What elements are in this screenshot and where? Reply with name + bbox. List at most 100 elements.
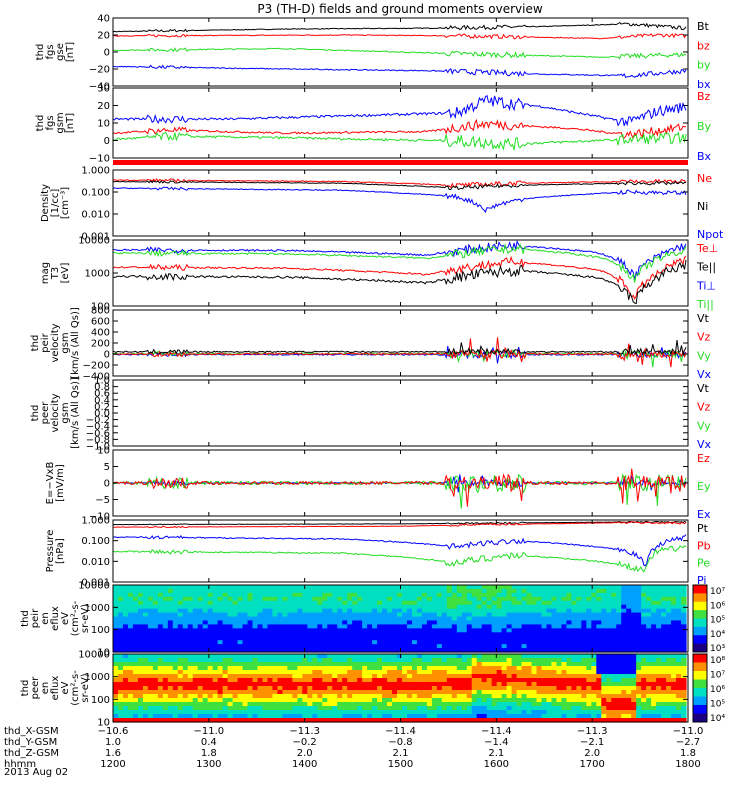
spectrogram-cell	[182, 644, 189, 649]
spectrogram-cell	[471, 686, 478, 691]
spectrogram-cell	[202, 710, 209, 715]
spectrogram-cell	[436, 604, 443, 610]
spectrogram-cell	[172, 654, 179, 659]
spectrogram-cell	[337, 624, 343, 629]
spectrogram-cell	[352, 616, 358, 622]
spectrogram-cell	[491, 718, 498, 723]
spectrogram-cell	[132, 620, 139, 626]
spectrogram-cell	[676, 604, 682, 610]
spectrogram-cell	[367, 604, 373, 610]
spectrogram-cell	[646, 600, 652, 606]
spectrogram-cell	[392, 658, 398, 663]
spectrogram-cell	[426, 604, 433, 610]
spectrogram-cell	[187, 710, 194, 715]
spectrogram-cell	[352, 666, 358, 671]
spectrogram-cell	[317, 600, 323, 606]
spectrogram-cell	[237, 620, 244, 626]
spectrogram-cell	[272, 690, 279, 695]
spectrogram-cell	[606, 718, 612, 723]
spectrogram-cell	[461, 640, 468, 645]
spectrogram-cell	[611, 670, 617, 675]
spectrogram-cell	[262, 718, 269, 723]
spectrogram-cell	[322, 596, 328, 602]
spectrogram-cell	[113, 714, 119, 719]
y-tick-label: 20	[97, 101, 110, 112]
spectrogram-cell	[397, 612, 403, 618]
spectrogram-cell	[571, 662, 577, 667]
spectrogram-cell	[491, 706, 498, 711]
spectrogram-cell	[416, 588, 423, 594]
spectrogram-cell	[561, 585, 568, 590]
spectrogram-cell	[237, 662, 244, 667]
spectrogram-cell	[317, 654, 323, 659]
spectrogram-cell	[122, 710, 129, 715]
spectrogram-cell	[551, 710, 558, 715]
spectrogram-cell	[426, 698, 433, 703]
spectrogram-cell	[247, 624, 254, 629]
spectrogram-cell	[252, 604, 259, 610]
spectrogram-cell	[431, 698, 438, 703]
spectrogram-cell	[307, 670, 313, 675]
spectrogram-cell	[227, 718, 234, 723]
spectrogram-cell	[536, 690, 543, 695]
ephemeris-row-label: thd_Z-GSM	[4, 748, 59, 759]
spectrogram-cell	[227, 694, 234, 699]
spectrogram-cell	[611, 588, 617, 594]
spectrogram-cell	[566, 628, 572, 633]
spectrogram-cell	[342, 588, 348, 594]
spectrogram-cell	[451, 612, 458, 618]
legend-entry: Vy	[697, 349, 711, 362]
ephemeris-value: 1600	[484, 759, 509, 770]
spectrogram-cell	[436, 666, 443, 671]
spectrogram-cell	[421, 682, 428, 687]
spectrogram-cell	[127, 636, 134, 641]
spectrogram-cell	[297, 706, 303, 711]
spectrogram-cell	[372, 616, 378, 622]
spectrogram-cell	[372, 706, 378, 711]
spectrogram-cell	[531, 632, 538, 637]
spectrogram-cell	[132, 718, 139, 723]
spectrogram-cell	[451, 710, 458, 715]
spectrogram-cell	[506, 686, 513, 691]
spectrogram-cell	[456, 596, 463, 602]
spectrogram-cell	[142, 616, 149, 622]
spectrogram-cell	[481, 612, 488, 618]
spectrogram-cell	[671, 654, 677, 659]
spectrogram-cell	[446, 658, 453, 663]
spectrogram-cell	[382, 710, 388, 715]
colorbar-tick-label: 10⁷	[710, 671, 725, 681]
spectrogram-cell	[566, 596, 572, 602]
spectrogram-cell	[561, 628, 568, 633]
spectrogram-cell	[392, 674, 398, 679]
spectrogram-cell	[197, 616, 204, 622]
spectrogram-cell	[466, 620, 473, 626]
spectrogram-cell	[387, 596, 393, 602]
spectrogram-cell	[611, 620, 617, 626]
spectrogram-cell	[122, 600, 129, 606]
spectrogram-cell	[631, 662, 637, 667]
spectrogram-cell	[307, 698, 313, 703]
spectrogram-cell	[132, 636, 139, 641]
spectrogram-cell	[142, 698, 149, 703]
spectrogram-cell	[621, 600, 627, 606]
spectrogram-cell	[646, 632, 652, 637]
spectrogram-cell	[162, 666, 169, 671]
spectrogram-cell	[297, 624, 303, 629]
spectrogram-cell	[172, 670, 179, 675]
spectrogram-cell	[127, 644, 134, 649]
spectrogram-cell	[242, 632, 249, 637]
spectrogram-cell	[401, 666, 408, 671]
spectrogram-cell	[626, 678, 632, 683]
spectrogram-cell	[277, 654, 284, 659]
y-tick-label: 1.0	[94, 376, 110, 387]
spectrogram-cell	[162, 674, 169, 679]
spectrogram-cell	[207, 666, 214, 671]
spectrogram-cell	[397, 628, 403, 633]
spectrogram-cell	[596, 678, 602, 683]
spectrogram-cell	[392, 706, 398, 711]
spectrogram-cell	[496, 628, 503, 633]
spectrogram-cell	[406, 636, 413, 641]
spectrogram-cell	[451, 690, 458, 695]
spectrogram-cell	[277, 648, 284, 653]
spectrogram-cell	[491, 690, 498, 695]
